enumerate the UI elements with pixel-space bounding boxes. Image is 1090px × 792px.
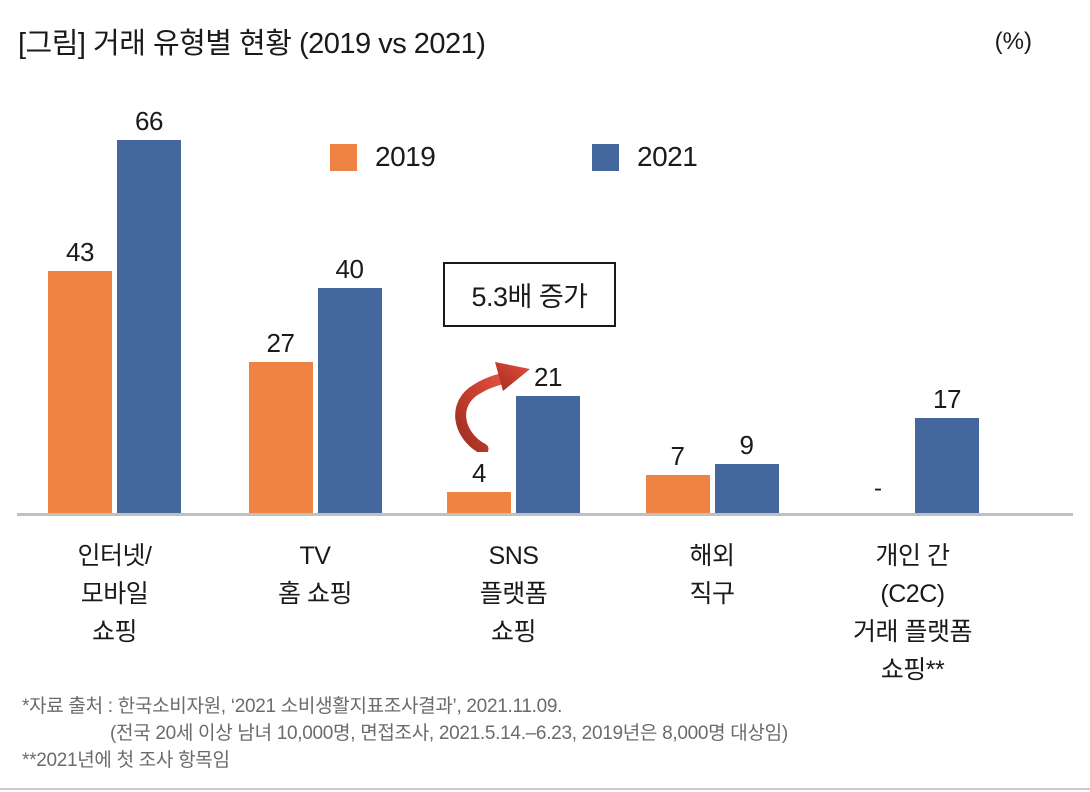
value-label-2021-group2: 40 bbox=[335, 254, 364, 284]
bar-2019-group1 bbox=[48, 271, 112, 515]
footnote-new-item: **2021년에 첫 조사 항목임 bbox=[22, 750, 230, 771]
bar-2021-group5 bbox=[915, 418, 979, 515]
bar-2021-group4 bbox=[714, 464, 779, 515]
legend-swatch-2021 bbox=[592, 143, 619, 171]
value-label-2019-group2: 27 bbox=[266, 328, 295, 358]
footnote-survey-detail: (전국 20세 이상 남녀 10,000명, 면접조사, 2021.5.14.–… bbox=[110, 723, 788, 744]
legend-item-2019: 2019 bbox=[330, 141, 436, 173]
value-label-2021-group5: 17 bbox=[933, 384, 961, 414]
chart-title: [그림] 거래 유형별 현황 (2019 vs 2021) bbox=[18, 28, 486, 60]
category-label: 개인 간 (C2C) 거래 플랫폼 쇼핑** bbox=[853, 542, 972, 684]
legend-label-2019: 2019 bbox=[375, 141, 436, 172]
value-label-2019-group1: 43 bbox=[66, 237, 94, 267]
legend-label-2021: 2021 bbox=[637, 141, 698, 172]
value-label-2021-group3: 21 bbox=[534, 362, 562, 392]
value-label-2019-group3: 4 bbox=[472, 458, 486, 488]
bar-2021-group3 bbox=[516, 396, 580, 515]
category-label: 인터넷/ 모바일 쇼핑 bbox=[77, 542, 152, 646]
category-label: 해외 직구 bbox=[689, 542, 735, 608]
x-axis-line bbox=[17, 513, 1073, 516]
missing-value-dash: - bbox=[874, 475, 882, 502]
category-label: TV 홈 쇼핑 bbox=[278, 542, 352, 608]
legend-swatch-2019 bbox=[330, 143, 357, 171]
value-label-2021-group4: 9 bbox=[739, 430, 754, 460]
bar-2019-group3 bbox=[447, 492, 511, 515]
value-label-2019-group4: 7 bbox=[670, 441, 685, 471]
legend-item-2021: 2021 bbox=[592, 141, 698, 173]
growth-annotation-box: 5.3배 증가 bbox=[443, 262, 616, 327]
bar-2021-group1 bbox=[117, 140, 181, 515]
curved-red-arrow-icon bbox=[455, 362, 530, 452]
chart-legend: 2019 2021 bbox=[0, 141, 1090, 173]
bottom-divider bbox=[0, 788, 1090, 790]
unit-label: (%) bbox=[994, 28, 1032, 55]
value-label-2021-group1: 66 bbox=[135, 106, 163, 136]
bar-2019-group2 bbox=[248, 362, 313, 515]
bar-2021-group2 bbox=[317, 288, 382, 515]
bar-2019-group4 bbox=[645, 475, 710, 515]
category-label: SNS 플랫폼 쇼핑 bbox=[479, 542, 548, 646]
footnote-source: *자료 출처 : 한국소비자원, ‘2021 소비생활지표조사결과’, 2021… bbox=[22, 696, 563, 717]
